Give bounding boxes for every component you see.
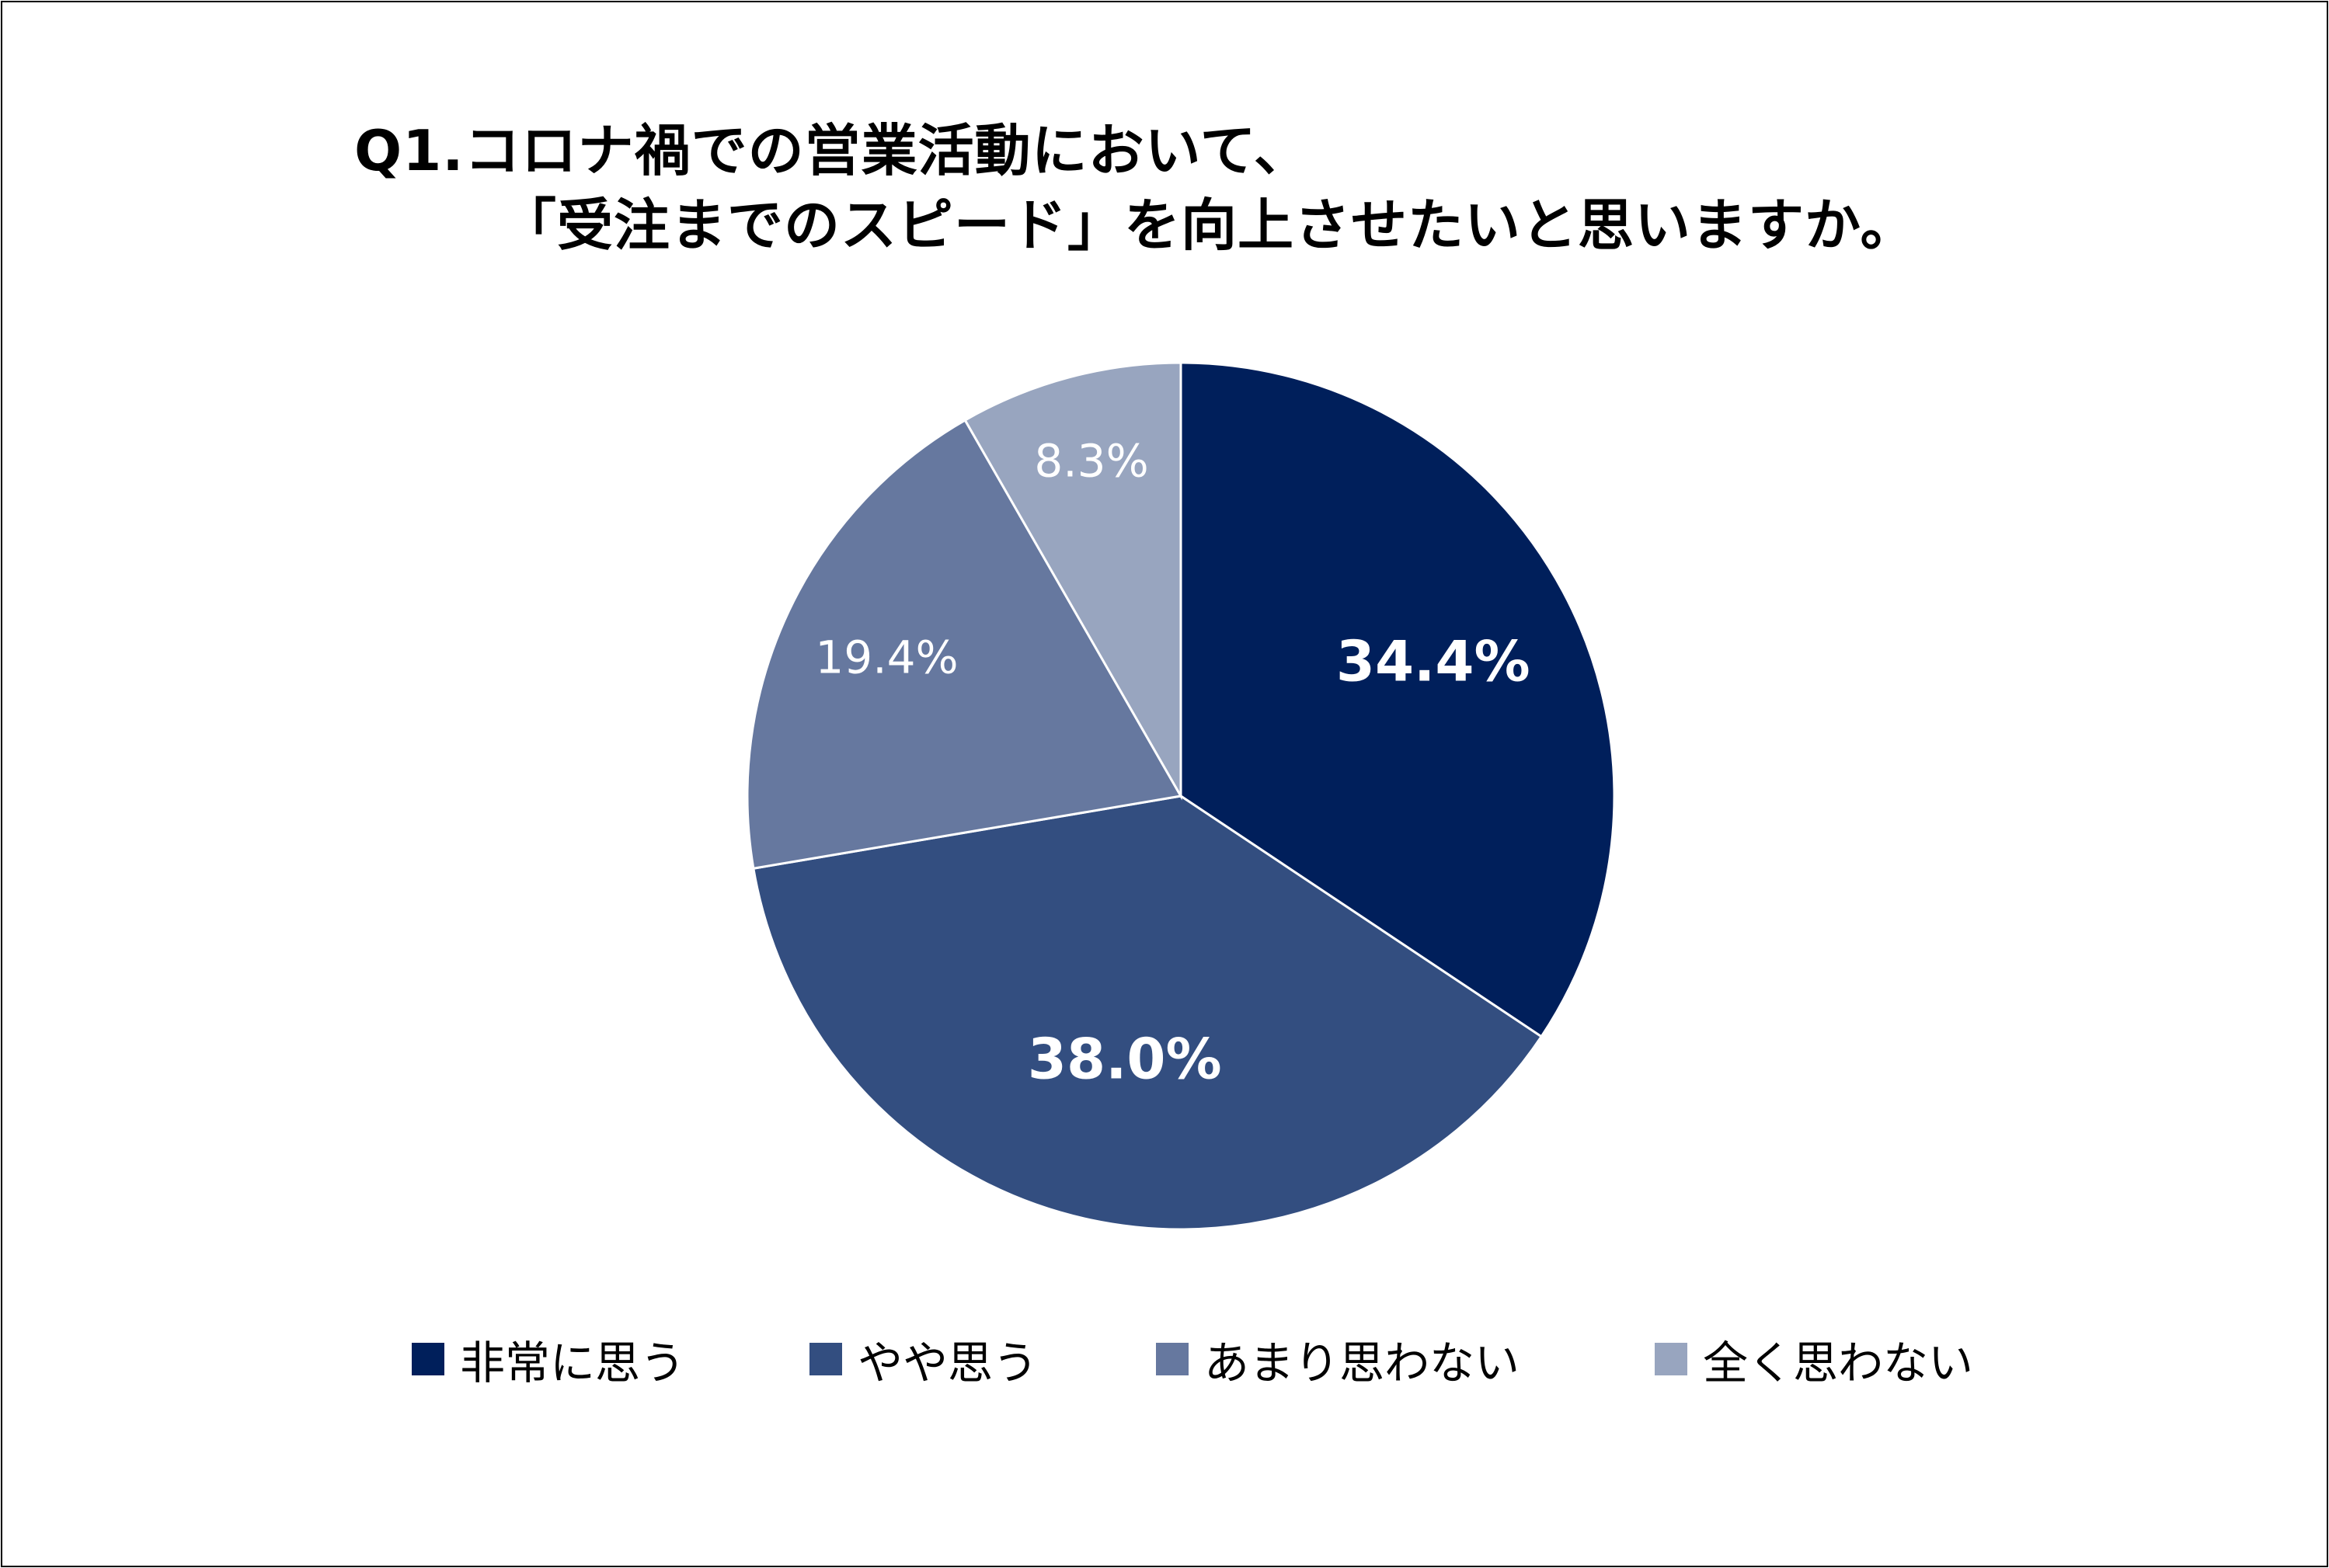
legend-swatch-not-much: [1156, 1343, 1189, 1375]
legend-label-somewhat: やや思う: [858, 1337, 1039, 1389]
legend-label-not-much: あまり思わない: [1204, 1337, 1520, 1389]
data-label-somewhat: 38.0%: [1028, 1026, 1222, 1091]
legend-item-somewhat: やや思う: [809, 1328, 1038, 1390]
chart-title-line-1: Q1.コロナ禍での営業活動において、: [354, 118, 1311, 183]
legend-label-very-much: 非常に思う: [460, 1337, 686, 1389]
legend-swatch-somewhat: [809, 1343, 842, 1375]
data-label-very-much: 34.4%: [1336, 628, 1530, 694]
chart-title-line-2: 「受注までのスピード」を向上させたいと思いますか。: [500, 193, 1917, 258]
legend-item-not-at-all: 全く思わない: [1655, 1328, 1973, 1390]
pie-slice-not-much: [746, 418, 1183, 870]
legend-label-not-at-all: 全く思わない: [1703, 1337, 1974, 1389]
data-label-not-at-all: 8.3%: [1034, 435, 1148, 488]
legend-item-very-much: 非常に思う: [412, 1328, 685, 1390]
pie-slice-not-at-all: [963, 361, 1182, 801]
data-label-not-much: 19.4%: [815, 631, 958, 683]
legend-swatch-not-at-all: [1655, 1343, 1687, 1375]
legend-swatch-very-much: [412, 1343, 444, 1375]
pie-slice-somewhat: [752, 794, 1544, 1231]
legend-item-not-much: あまり思わない: [1156, 1328, 1520, 1390]
chart-legend: 非常に思う やや思う あまり思わない 全く思わない: [0, 1328, 2329, 1390]
